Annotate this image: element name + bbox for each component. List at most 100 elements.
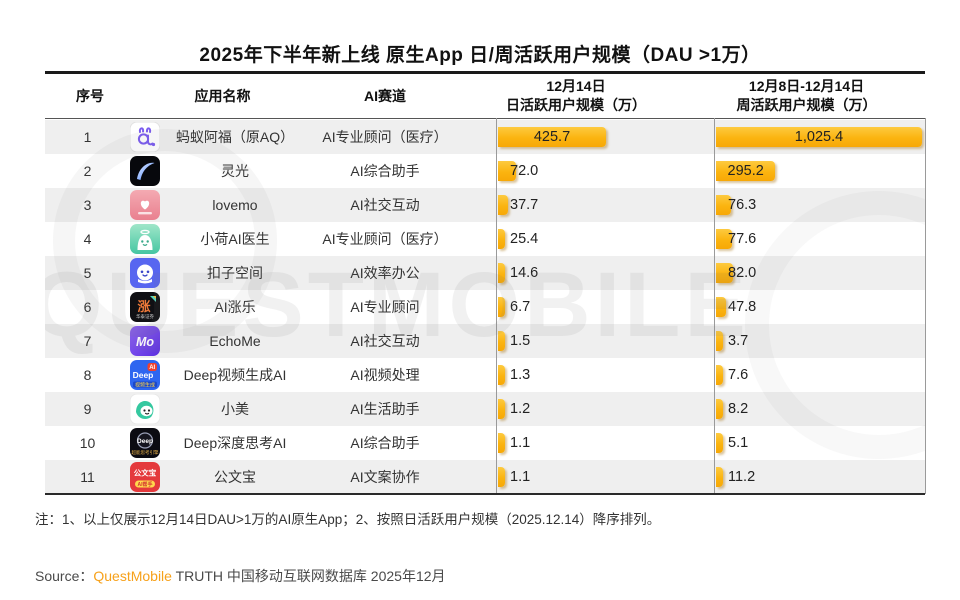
table-header: 序号 应用名称 AI赛道 12月14日 日活跃用户规模（万） 12月8日-12月1… — [45, 74, 925, 119]
deepvideo-app-icon: AI Deep 视频生成 — [130, 360, 160, 390]
page-title: 2025年下半年新上线 原生App 日/周活跃用户规模（DAU >1万） — [199, 45, 761, 66]
app-name-cell: 小荷AI医生 — [130, 222, 310, 256]
lovemo-app-icon — [130, 190, 160, 220]
svg-text:AI: AI — [149, 365, 155, 371]
wau-value: 82.0 — [728, 265, 757, 281]
dau-value: 37.7 — [510, 197, 539, 213]
dau-bar-cell: 1.2 — [498, 392, 714, 426]
source-line: Source：QuestMobile TRUTH 中国移动互联网数据库 2025… — [35, 566, 935, 586]
ai-track: AI生活助手 — [350, 401, 420, 417]
wau-value: 7.6 — [728, 367, 749, 383]
ai-track: AI专业顾问（医疗） — [322, 129, 448, 145]
column-header-wau: 12月8日-12月14日 周活跃用户规模（万） — [736, 78, 877, 113]
wau-value: 3.7 — [728, 333, 749, 349]
svg-text:Deep: Deep — [137, 438, 153, 445]
wau-bar-cell: 8.2 — [716, 392, 925, 426]
table-body: 1 蚂蚁阿福（原AQ） AI专业顾问（医疗） 425.7 1,025.4 2 灵光 AI综合助… — [45, 120, 925, 494]
app-name: AI涨乐 — [214, 299, 256, 315]
app-name: 蚂蚁阿福（原AQ） — [175, 129, 295, 145]
wau-bar-cell: 77.6 — [716, 222, 925, 256]
table-row: 7 Mo EchoMe AI社交互动 1.5 3.7 — [45, 324, 925, 358]
app-name: 扣子空间 — [207, 265, 263, 281]
rank-number: 3 — [83, 197, 92, 213]
wau-bar-cell: 11.2 — [716, 460, 925, 494]
rank-number: 2 — [83, 163, 92, 179]
table-row: 1 蚂蚁阿福（原AQ） AI专业顾问（医疗） 425.7 1,025.4 — [45, 120, 925, 154]
dau-bar — [498, 365, 505, 385]
dau-bar-cell: 1.3 — [498, 358, 714, 392]
rank-number: 4 — [83, 231, 92, 247]
ai-track: AI综合助手 — [350, 163, 420, 179]
table-row: 2 灵光 AI综合助手 72.0 295.2 — [45, 154, 925, 188]
source-label: Source： — [35, 568, 94, 584]
table-row: 3 lovemo AI社交互动 37.7 76.3 — [45, 188, 925, 222]
wau-bar — [716, 161, 776, 181]
wau-bar — [716, 331, 723, 351]
wau-bar — [716, 229, 732, 249]
app-name: Deep视频生成AI — [183, 367, 287, 383]
footnote: 注：1、以上仅展示12月14日DAU>1万的AI原生App；2、按照日活跃用户规… — [35, 512, 661, 527]
dau-value: 14.6 — [510, 265, 539, 281]
wau-value: 5.1 — [728, 435, 749, 451]
dau-bar-cell: 37.7 — [498, 188, 714, 222]
wau-bar — [716, 263, 733, 283]
lingguang-app-icon — [130, 156, 160, 186]
app-name-cell: AI Deep 视频生成 Deep视频生成AI — [130, 358, 310, 392]
dau-bar — [498, 297, 505, 317]
wau-bar-cell: 76.3 — [716, 188, 925, 222]
wau-bar-cell: 7.6 — [716, 358, 925, 392]
source-rest: TRUTH 中国移动互联网数据库 2025年12月 — [171, 568, 446, 584]
wau-bar — [716, 433, 723, 453]
ai-track: AI专业顾问 — [350, 299, 420, 315]
table-row: 8 AI Deep 视频生成 Deep视频生成AI AI视频处理 1.3 7.6 — [45, 358, 925, 392]
table-row: 11 公文宝 AI帮手 公文宝 AI文案协作 1.1 11.2 — [45, 460, 925, 494]
dau-bar — [498, 229, 505, 249]
column-header-track: AI赛道 — [364, 87, 406, 104]
dau-bar — [498, 399, 505, 419]
ranking-table: 序号 应用名称 AI赛道 12月14日 日活跃用户规模（万） 12月8日-12月1… — [45, 71, 926, 495]
app-name-cell: 蚂蚁阿福（原AQ） — [130, 120, 310, 154]
dau-bar — [498, 127, 606, 147]
dau-value: 6.7 — [510, 299, 531, 315]
table-row: 4 小荷AI医生 AI专业顾问（医疗） 25.4 77.6 — [45, 222, 925, 256]
rank-number: 8 — [83, 367, 92, 383]
wau-value: 76.3 — [728, 197, 757, 213]
svg-text:AI帮手: AI帮手 — [137, 481, 152, 488]
top-rule — [45, 71, 925, 74]
table-row: 10 Deep 超能思考引擎 Deep深度思考AI AI综合助手 1.1 5.1 — [45, 426, 925, 460]
svg-text:超能思考引擎: 超能思考引擎 — [132, 449, 159, 456]
rank-number: 5 — [83, 265, 92, 281]
wau-value: 295.2 — [727, 163, 764, 179]
column-divider-2 — [714, 118, 715, 494]
wau-bar-cell: 1,025.4 — [716, 120, 925, 154]
dau-bar — [498, 467, 505, 487]
aq-app-icon — [130, 122, 160, 152]
bottom-rule — [45, 493, 925, 495]
ai-track: AI社交互动 — [350, 333, 420, 349]
dau-value: 1.5 — [510, 333, 531, 349]
xiaohe-app-icon — [130, 224, 160, 254]
dau-bar — [498, 195, 508, 215]
column-header-dau: 12月14日 日活跃用户规模（万） — [506, 78, 646, 113]
ai-track: AI视频处理 — [350, 367, 420, 383]
dau-value: 72.0 — [510, 163, 539, 179]
echome-app-icon: Mo — [130, 326, 160, 356]
svg-text:Mo: Mo — [136, 335, 154, 349]
app-name: 公文宝 — [214, 469, 256, 485]
wau-bar-cell: 82.0 — [716, 256, 925, 290]
column-divider-3 — [925, 118, 926, 494]
wau-bar — [716, 365, 723, 385]
zhangle-app-icon: 涨华泰证券 — [130, 292, 160, 322]
deepthink-app-icon: Deep 超能思考引擎 — [130, 428, 160, 458]
app-name: EchoMe — [209, 333, 261, 349]
dau-value: 1.1 — [510, 435, 531, 451]
svg-text:华泰证券: 华泰证券 — [136, 313, 154, 320]
wau-bar-cell: 5.1 — [716, 426, 925, 460]
rank-number: 10 — [79, 435, 96, 451]
rank-number: 9 — [83, 401, 92, 417]
ai-track: AI综合助手 — [350, 435, 420, 451]
dau-bar-cell: 1.1 — [498, 460, 714, 494]
app-name: 小荷AI医生 — [200, 231, 270, 247]
wau-value: 1,025.4 — [794, 129, 844, 145]
app-name-cell: Deep 超能思考引擎 Deep深度思考AI — [130, 426, 310, 460]
